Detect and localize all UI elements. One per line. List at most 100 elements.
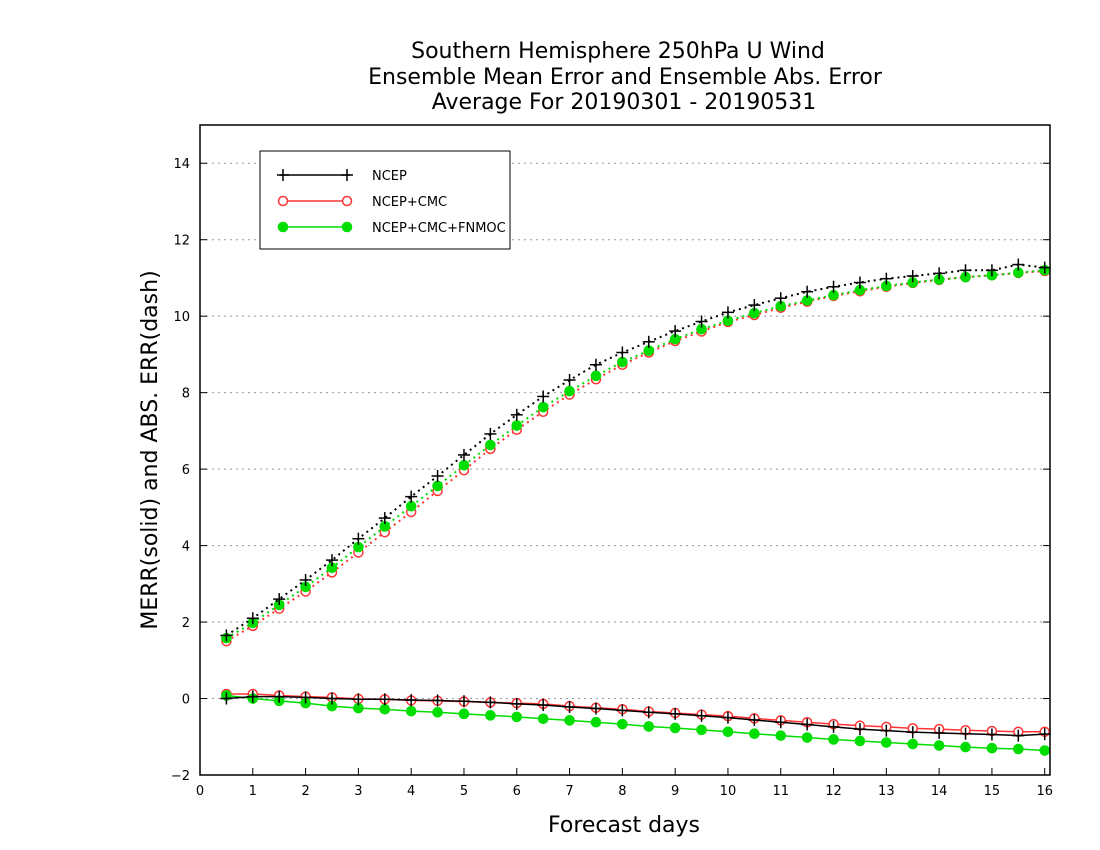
legend-entry: NCEP+CMC	[277, 195, 447, 210]
mean-error-line	[226, 694, 1045, 752]
abs-error-point	[537, 401, 549, 413]
mean-error-point	[537, 713, 549, 725]
legend-marker	[277, 195, 289, 207]
mean-error-point	[510, 697, 523, 710]
x-tick-label: 14	[931, 784, 948, 799]
legend-marker	[341, 195, 353, 207]
mean-error-point	[749, 728, 760, 740]
mean-error-point	[748, 713, 761, 726]
mean-error-point	[959, 727, 972, 740]
x-tick-label: 11	[772, 784, 789, 799]
abs-error-point	[617, 356, 628, 368]
mean-error-point	[564, 715, 575, 726]
mean-error-point	[669, 722, 681, 734]
mean-error-point	[906, 726, 919, 739]
mean-error-point	[775, 730, 787, 741]
mean-error-point	[1013, 743, 1024, 755]
abs-error-point	[564, 385, 575, 397]
mean-error-point	[880, 724, 893, 737]
plot-frame	[199, 124, 1051, 776]
mean-error-point	[352, 693, 365, 706]
x-tick-label: 7	[565, 784, 573, 799]
mean-error-point	[273, 690, 286, 703]
x-tick-label: 1	[249, 784, 257, 799]
chart-title: Southern Hemisphere 250hPa U Wind Ensemb…	[368, 39, 883, 115]
abs-error-point	[880, 272, 893, 285]
legend-label: NCEP	[372, 169, 407, 184]
y-tick-label: −2	[171, 769, 190, 784]
legend-label: NCEP+CMC+FNMOC	[372, 221, 506, 236]
abs-error-point	[959, 264, 972, 277]
mean-error-point	[828, 734, 839, 745]
mean-error-point	[801, 732, 813, 743]
x-tick-label: 9	[671, 784, 679, 799]
x-tick-label: 5	[460, 784, 468, 799]
mean-error-point	[881, 737, 892, 748]
mean-error-point	[563, 700, 576, 713]
abs-error-line	[225, 263, 1045, 637]
y-tick-label: 8	[182, 387, 190, 402]
abs-error-point	[325, 554, 338, 567]
mean-error-point	[379, 703, 391, 715]
mean-error-point	[511, 711, 523, 723]
mean-error-point	[617, 718, 628, 730]
mean-error-point	[933, 726, 946, 739]
mean-error-point	[299, 691, 312, 704]
mean-error-point	[696, 724, 707, 736]
abs-error-point	[405, 490, 418, 503]
abs-error-point	[721, 306, 734, 319]
x-tick-label: 0	[196, 784, 204, 799]
legend-marker	[341, 221, 353, 233]
x-tick-label: 12	[825, 784, 842, 799]
mean-error-point	[325, 692, 338, 705]
grid-lines	[200, 162, 1050, 776]
legend: NCEP NCEP+CMC NCEP+CMC+FNMOC	[259, 150, 511, 250]
abs-error-point	[352, 532, 365, 545]
chart-title-line-3: Average For 20190301 - 20190531	[432, 90, 817, 115]
mean-error-point	[985, 728, 998, 741]
abs-error-point	[299, 574, 312, 586]
abs-error-point	[484, 427, 497, 440]
abs-error-point	[220, 629, 233, 642]
mean-error-point	[695, 709, 708, 722]
legend-entry: NCEP	[277, 169, 407, 184]
mean-error-point	[378, 693, 391, 706]
x-tick-label: 6	[513, 784, 521, 799]
mean-error-point	[537, 699, 550, 712]
mean-error-point	[405, 694, 418, 707]
abs-error-point	[642, 335, 655, 348]
abs-error-point	[695, 315, 708, 328]
y-axis-label: MERR(solid) and ABS. ERR(dash)	[138, 270, 163, 629]
mean-error-point	[589, 702, 602, 715]
mean-error-point	[669, 707, 682, 720]
chart-title-line-1: Southern Hemisphere 250hPa U Wind	[411, 39, 825, 64]
abs-error-point	[273, 593, 286, 606]
mean-error-point	[774, 716, 787, 729]
x-tick-label: 3	[354, 784, 362, 799]
abs-error-point	[616, 346, 629, 359]
mean-error-point	[854, 735, 866, 747]
mean-error-point	[801, 718, 814, 731]
y-tick-label: 14	[173, 157, 190, 172]
y-tick-label: 4	[182, 540, 190, 555]
abs-error-point	[432, 480, 443, 492]
mean-error-point	[933, 740, 945, 751]
y-tick-label: 10	[173, 310, 190, 325]
abs-error-point	[774, 292, 787, 305]
x-axis-label: Forecast days	[548, 813, 700, 838]
abs-error-point	[537, 390, 550, 403]
series-NCEP+CMC+FNMOC	[221, 264, 1051, 756]
mean-error-point	[827, 720, 840, 733]
x-tick-label: 8	[618, 784, 626, 799]
abs-error-point	[378, 512, 391, 525]
abs-error-point	[405, 500, 417, 512]
x-tick-label: 2	[301, 784, 309, 799]
mean-error-point	[431, 694, 444, 707]
legend-marker	[277, 169, 289, 181]
mean-error-point	[220, 692, 233, 705]
mean-error-point	[986, 742, 998, 754]
y-tick-label: 2	[182, 616, 190, 631]
abs-error-point	[589, 358, 602, 371]
legend-marker	[277, 221, 289, 233]
